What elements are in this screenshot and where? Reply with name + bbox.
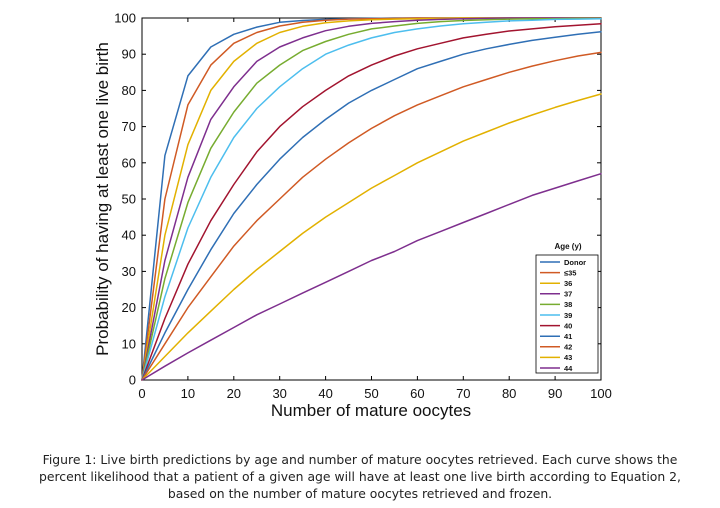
x-tick-label: 20 (227, 386, 241, 401)
caption-line-2: percent likelihood that a patient of a g… (38, 469, 681, 484)
x-tick-label: 50 (364, 386, 378, 401)
x-tick-label: 10 (181, 386, 195, 401)
x-tick-label: 0 (138, 386, 145, 401)
legend-entry-label: 37 (564, 290, 572, 299)
legend-entry-label: 41 (564, 332, 572, 341)
y-tick-label: 20 (122, 300, 136, 315)
legend-entry-label: 44 (564, 364, 573, 373)
legend-entry-label: 43 (564, 353, 572, 362)
y-tick-label: 30 (122, 264, 136, 279)
x-axis-label: Number of mature oocytes (271, 401, 471, 420)
legend-entry-label: 40 (564, 321, 572, 330)
legend-title: Age (y) (554, 242, 581, 251)
y-tick-label: 10 (122, 336, 136, 351)
y-tick-label: 100 (114, 11, 136, 26)
legend-entry-label: Donor (564, 258, 586, 267)
legend-entry-label: ≤35 (564, 268, 576, 277)
series-lines (141, 17, 602, 381)
legend-entry-label: 39 (564, 311, 572, 320)
series-line-8 (141, 51, 602, 381)
y-tick-label: 90 (122, 47, 136, 62)
legend-entry-label: 38 (564, 300, 572, 309)
series-line-5 (141, 17, 602, 381)
y-tick-label: 70 (122, 119, 136, 134)
x-tick-label: 60 (410, 386, 424, 401)
x-tick-label: 80 (502, 386, 516, 401)
y-tick-label: 60 (122, 155, 136, 170)
series-line-7 (141, 31, 602, 381)
figure-caption: Figure 1: Live birth predictions by age … (10, 451, 710, 502)
x-tick-label: 40 (318, 386, 332, 401)
x-tick-label: 30 (272, 386, 286, 401)
axis-ticks: 0 10 20 30 40 50 60 70 80 90 100 0 10 20 30 40 50 60 70 80 9… (114, 11, 612, 402)
y-tick-label: 50 (122, 192, 136, 207)
y-tick-label: 80 (122, 83, 136, 98)
series-line-10 (141, 172, 602, 381)
plot-area (141, 17, 602, 381)
y-tick-label: 0 (129, 373, 136, 388)
x-tick-label: 70 (456, 386, 470, 401)
y-tick-label: 40 (122, 228, 136, 243)
caption-line-1: Figure 1: Live birth predictions by age … (42, 452, 678, 467)
legend-entry-label: 42 (564, 343, 572, 352)
x-tick-label: 100 (590, 386, 612, 401)
series-line-3 (141, 17, 602, 381)
series-line-9 (141, 93, 602, 381)
legend-entry-label: 36 (564, 279, 572, 288)
caption-line-3: based on the number of mature oocytes re… (167, 486, 553, 501)
legend-box (535, 254, 599, 374)
line-chart: 0 10 20 30 40 50 60 70 80 90 100 0 10 20 30 40 50 60 70 80 9… (93, 11, 612, 421)
y-axis-label: Probability of having at least one live … (93, 42, 112, 356)
x-tick-label: 90 (548, 386, 562, 401)
series-line-6 (141, 23, 602, 381)
series-line-4 (141, 17, 602, 381)
